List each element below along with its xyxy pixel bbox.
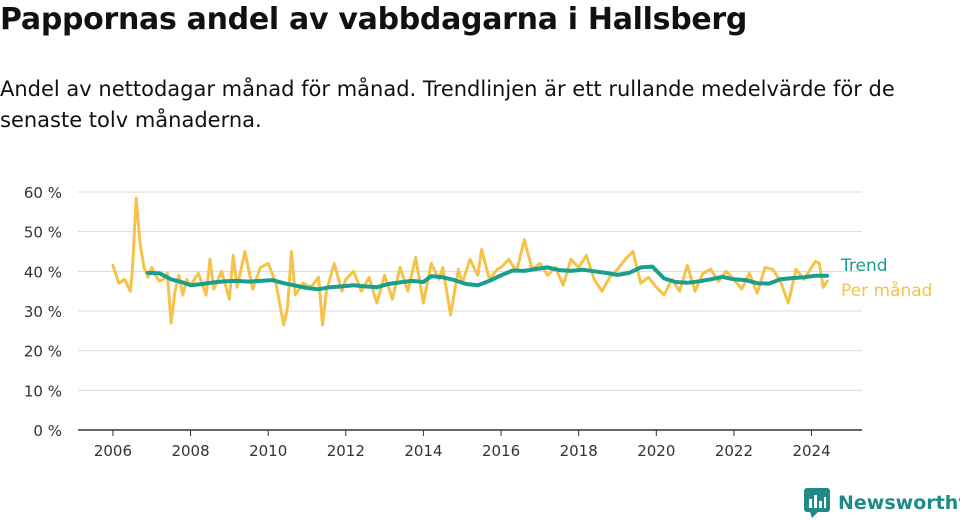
x-axis: 2006 2008 2010 2012 2014 2016 2018 2020 2022 2024 xyxy=(78,429,862,460)
series-labels: Trend Per månad xyxy=(840,256,932,301)
brand-name: Newsworthy xyxy=(838,492,960,514)
chart-logo-icon xyxy=(804,488,830,518)
trend-line xyxy=(145,264,830,292)
chart-subtitle: Andel av nettodagar månad för månad. Tre… xyxy=(0,77,895,132)
brand-logo: Newsworthy xyxy=(804,488,960,518)
x-tick-label: 2016 xyxy=(482,442,520,460)
x-tick-label: 2018 xyxy=(560,442,598,460)
x-tick-label: 2006 xyxy=(94,442,132,460)
y-tick-label: 50 % xyxy=(24,224,62,242)
x-tick-label: 2020 xyxy=(637,442,675,460)
y-tick-label: 20 % xyxy=(24,343,62,361)
y-tick-label: 40 % xyxy=(24,263,62,281)
x-tick-label: 2014 xyxy=(404,442,442,460)
y-tick-label: 0 % xyxy=(33,422,62,440)
gridlines xyxy=(78,191,862,391)
y-axis-tick-labels: 0 % 10 % 20 % 30 % 40 % 50 % 60 % xyxy=(24,184,62,440)
monthly-label: Per månad xyxy=(841,280,932,301)
trend-label: Trend xyxy=(840,256,888,276)
y-tick-label: 60 % xyxy=(24,184,62,202)
line-chart: 0 % 10 % 20 % 30 % 40 % 50 % 60 % 2006 2008 2010… xyxy=(24,184,933,460)
x-tick-label: 2012 xyxy=(327,442,365,460)
x-tick-label: 2024 xyxy=(792,442,830,460)
y-tick-label: 30 % xyxy=(24,303,62,321)
chart-title: Pappornas andel av vabbdagarna i Hallsbe… xyxy=(0,2,748,37)
x-tick-label: 2010 xyxy=(249,442,287,460)
x-tick-label: 2022 xyxy=(715,442,753,460)
y-tick-label: 10 % xyxy=(24,382,62,400)
monthly-line xyxy=(111,196,829,327)
series-lines xyxy=(111,196,830,327)
x-tick-label: 2008 xyxy=(171,442,209,460)
